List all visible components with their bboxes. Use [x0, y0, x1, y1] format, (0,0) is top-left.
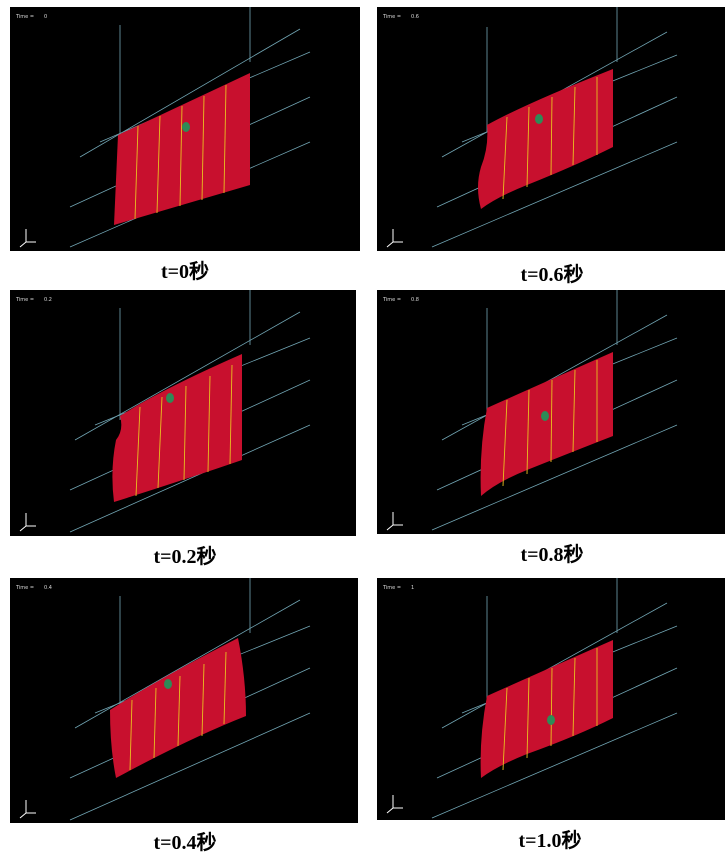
axis-triad-icon: [19, 229, 36, 248]
frame-caption-t04: t=0.4秒: [153, 832, 217, 854]
time-readout: Time = 0.4: [16, 585, 52, 591]
simulation-frame-t08: Time = 0.8: [377, 290, 725, 534]
time-readout: Time = 1: [383, 585, 415, 591]
simulation-frame-t02: Time = 0.2: [10, 290, 356, 536]
frame-caption-t10: t=1.0秒: [518, 830, 582, 852]
simulation-frame-t06: Time = 0.6: [377, 7, 725, 251]
frame-caption-t08: t=0.8秒: [520, 544, 584, 566]
simulation-frame-t10: Time = 1: [377, 578, 725, 820]
simulation-frame-t0: Time = 0: [10, 7, 360, 251]
frame-caption-t0: t=0秒: [160, 261, 210, 283]
frame-caption-t02: t=0.2秒: [153, 546, 217, 568]
time-readout: Time = 0: [16, 14, 48, 20]
frame-caption-t06: t=0.6秒: [520, 264, 584, 286]
time-readout: Time = 0.8: [383, 297, 419, 303]
simulation-frame-t04: Time = 0.4: [10, 578, 358, 823]
time-readout: Time = 0.2: [16, 297, 52, 303]
time-readout: Time = 0.6: [383, 14, 419, 20]
